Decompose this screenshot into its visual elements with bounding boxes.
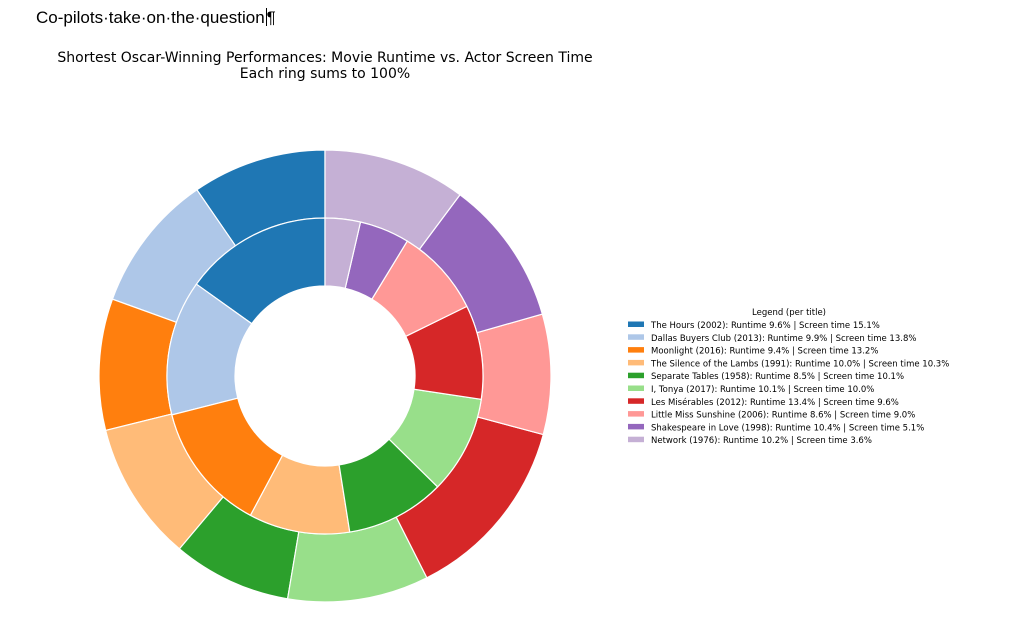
legend-swatch-network-1976	[628, 436, 644, 443]
text-cursor	[265, 8, 267, 26]
legend-swatch-shakespeare-in-love-1998	[628, 423, 644, 430]
outer-ring-runtime	[98, 149, 552, 603]
legend-entry-little-miss-sunshine-2006: Little Miss Sunshine (2006): Runtime 8.6…	[651, 411, 915, 421]
legend-entry-les-mis-rables-2012: Les Misérables (2012): Runtime 13.4% | S…	[651, 397, 899, 408]
chart-title: Shortest Oscar-Winning Performances: Mov…	[57, 50, 592, 66]
legend-entry-moonlight-2016: Moonlight (2016): Runtime 9.4% | Screen …	[651, 347, 878, 357]
legend-title: Legend (per title)	[752, 308, 826, 318]
screen-time-slice-network-1976	[324, 217, 362, 290]
legend-entry-the-hours-2002: The Hours (2002): Runtime 9.6% | Screen …	[650, 321, 880, 331]
document-heading: Co-pilots·take·on·the·question ¶	[36, 8, 276, 28]
legend-entry-shakespeare-in-love-1998: Shakespeare in Love (1998): Runtime 10.4…	[651, 423, 924, 433]
legend-swatch-les-mis-rables-2012	[628, 398, 644, 404]
legend-swatch-dallas-buyers-club-2013	[628, 334, 644, 340]
legend-swatch-the-hours-2002	[628, 321, 644, 327]
legend-swatch-the-silence-of-the-lambs-1991	[628, 359, 644, 366]
legend-entry-separate-tables-1958: Separate Tables (1958): Runtime 8.5% | S…	[651, 372, 904, 382]
legend-swatch-i-tonya-2017	[628, 385, 644, 391]
runtime-slice-little-miss-sunshine-2006	[476, 313, 552, 436]
legend-entry-i-tonya-2017: I, Tonya (2017): Runtime 10.1% | Screen …	[651, 385, 874, 395]
chart-subtitle: Each ring sums to 100%	[240, 66, 410, 82]
legend-items: The Hours (2002): Runtime 9.6% | Screen …	[628, 321, 949, 446]
legend-entry-the-silence-of-the-lambs-1991: The Silence of the Lambs (1991): Runtime…	[650, 359, 949, 369]
legend-entry-network-1976: Network (1976): Runtime 10.2% | Screen t…	[651, 436, 872, 446]
legend: Legend (per title) The Hours (2002): Run…	[628, 308, 949, 446]
legend-swatch-separate-tables-1958	[628, 372, 644, 379]
runtime-slice-moonlight-2016	[98, 298, 178, 432]
legend-swatch-little-miss-sunshine-2006	[628, 411, 644, 417]
legend-entry-dallas-buyers-club-2013: Dallas Buyers Club (2013): Runtime 9.9% …	[651, 334, 916, 344]
heading-text: Co-pilots·take·on·the·question	[36, 8, 265, 27]
pilcrow-mark: ¶	[266, 8, 276, 27]
inner-ring-screen-time	[166, 217, 484, 535]
legend-swatch-moonlight-2016	[628, 347, 644, 353]
